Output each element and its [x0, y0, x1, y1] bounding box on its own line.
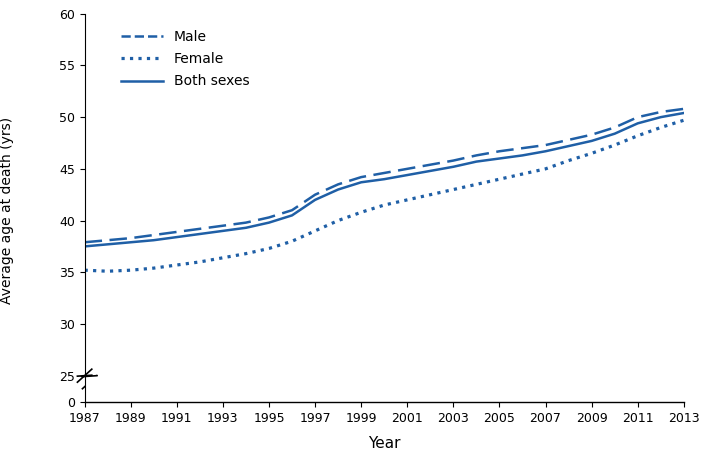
- Female: [219, 255, 227, 260]
- Female: [634, 133, 642, 138]
- Female: [518, 171, 527, 177]
- Both sexes: [242, 225, 250, 230]
- Female: [587, 151, 596, 156]
- Female: [334, 218, 343, 223]
- Male: [587, 132, 596, 138]
- Both sexes: [357, 180, 365, 185]
- Both sexes: [565, 143, 573, 149]
- Female: [403, 197, 412, 202]
- Both sexes: [288, 213, 296, 218]
- X-axis label: Year: Year: [368, 436, 400, 451]
- Male: [195, 226, 204, 232]
- Female: [495, 176, 503, 182]
- Both sexes: [449, 164, 458, 170]
- Male: [495, 149, 503, 154]
- Female: [565, 158, 573, 163]
- Male: [80, 239, 89, 245]
- Male: [403, 166, 412, 171]
- Both sexes: [104, 242, 112, 247]
- Male: [472, 153, 481, 158]
- Male: [565, 137, 573, 143]
- Both sexes: [195, 231, 204, 237]
- Male: [219, 223, 227, 228]
- Legend: Male, Female, Both sexes: Male, Female, Both sexes: [116, 24, 255, 94]
- Both sexes: [495, 156, 503, 161]
- Female: [195, 259, 204, 265]
- Female: [242, 251, 250, 256]
- Line: Both sexes: Both sexes: [85, 113, 684, 246]
- Both sexes: [656, 114, 665, 120]
- Female: [80, 267, 89, 273]
- Text: Average age at death (yrs): Average age at death (yrs): [0, 117, 14, 304]
- Line: Male: Male: [85, 109, 684, 242]
- Male: [541, 142, 550, 148]
- Female: [541, 166, 550, 171]
- Male: [518, 145, 527, 151]
- Male: [311, 192, 319, 197]
- Female: [656, 125, 665, 130]
- Both sexes: [334, 187, 343, 192]
- Male: [380, 170, 388, 176]
- Female: [680, 117, 688, 123]
- Male: [680, 106, 688, 112]
- Male: [242, 220, 250, 225]
- Both sexes: [80, 244, 89, 249]
- Male: [426, 162, 434, 167]
- Female: [265, 246, 274, 251]
- Male: [265, 215, 274, 220]
- Both sexes: [611, 131, 619, 137]
- Male: [634, 114, 642, 120]
- Both sexes: [518, 153, 527, 158]
- Male: [611, 125, 619, 130]
- Female: [104, 268, 112, 274]
- Male: [357, 175, 365, 180]
- Female: [149, 266, 158, 271]
- Both sexes: [311, 197, 319, 202]
- Both sexes: [472, 159, 481, 165]
- Male: [104, 238, 112, 243]
- Both sexes: [149, 238, 158, 243]
- Female: [426, 192, 434, 197]
- Both sexes: [680, 110, 688, 116]
- Female: [357, 209, 365, 215]
- Both sexes: [426, 168, 434, 174]
- Both sexes: [173, 234, 181, 240]
- Line: Female: Female: [85, 120, 684, 271]
- Male: [334, 181, 343, 187]
- Both sexes: [541, 149, 550, 154]
- Both sexes: [587, 138, 596, 143]
- Both sexes: [265, 220, 274, 225]
- Both sexes: [126, 239, 135, 245]
- Male: [126, 235, 135, 241]
- Female: [173, 262, 181, 268]
- Female: [288, 239, 296, 244]
- Female: [380, 202, 388, 208]
- Both sexes: [380, 176, 388, 182]
- Both sexes: [634, 121, 642, 126]
- Female: [311, 228, 319, 234]
- Both sexes: [219, 228, 227, 234]
- Both sexes: [403, 172, 412, 178]
- Male: [656, 109, 665, 115]
- Female: [449, 187, 458, 192]
- Male: [173, 229, 181, 234]
- Male: [288, 207, 296, 213]
- Female: [126, 267, 135, 273]
- Male: [149, 232, 158, 238]
- Female: [611, 142, 619, 148]
- Female: [472, 181, 481, 187]
- Male: [449, 158, 458, 163]
